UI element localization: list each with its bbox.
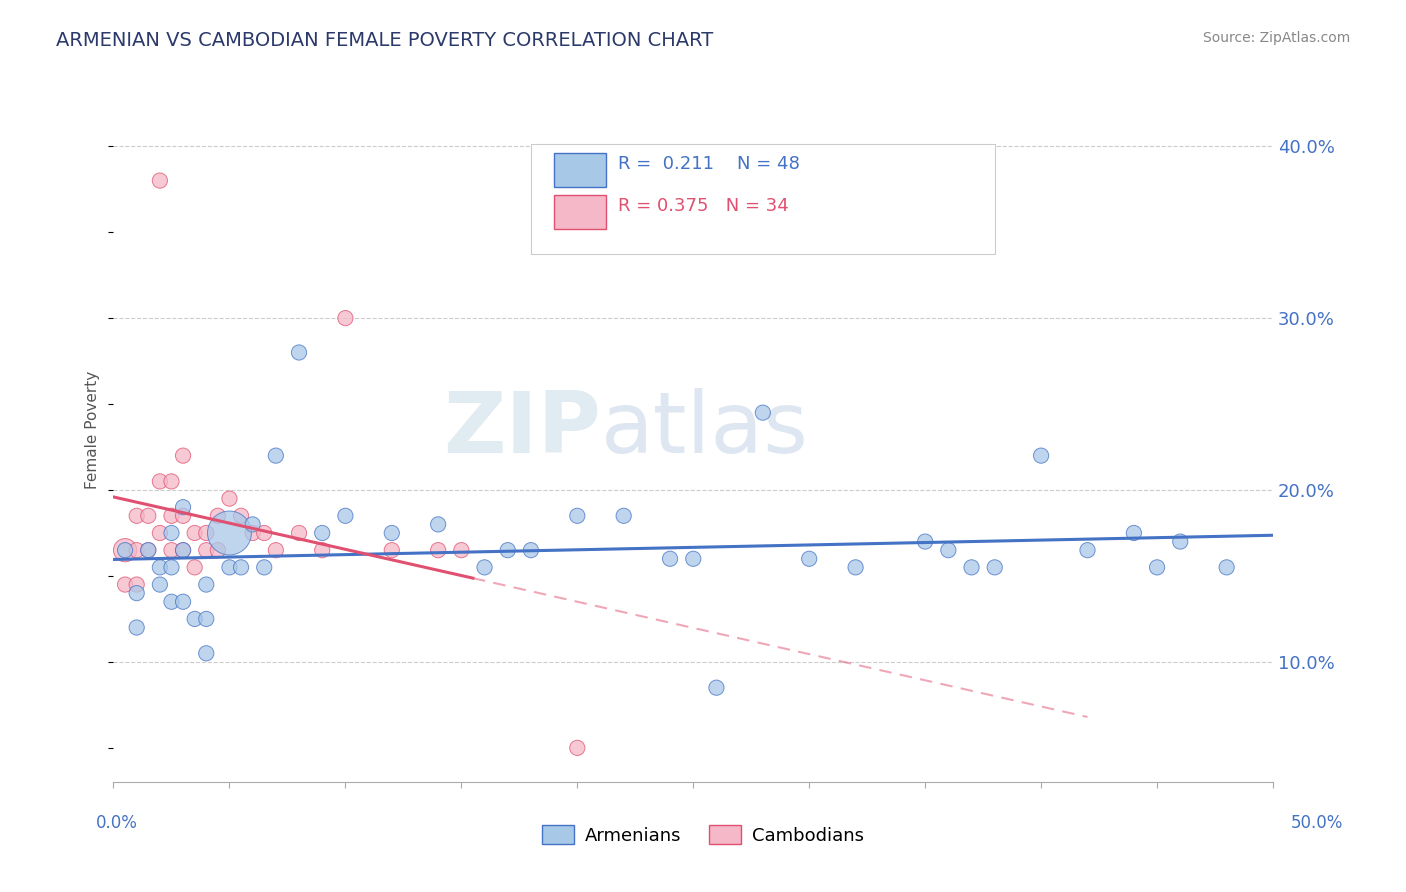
Point [845,560,868,574]
Point [114,543,136,558]
Point [172,543,194,558]
Point [160,543,183,558]
Point [183,560,205,574]
Point [752,406,775,420]
Point [195,612,218,626]
Point [1076,543,1098,558]
FancyBboxPatch shape [554,153,606,186]
Point [218,526,240,541]
Point [567,508,589,523]
Point [160,595,183,609]
Point [195,577,218,591]
Point [207,543,229,558]
Point [160,526,183,541]
Point [229,560,252,574]
Point [172,500,194,515]
Point [520,543,543,558]
Point [253,560,276,574]
Text: 0.0%: 0.0% [96,814,138,831]
Text: ARMENIAN VS CAMBODIAN FEMALE POVERTY CORRELATION CHART: ARMENIAN VS CAMBODIAN FEMALE POVERTY COR… [56,31,713,50]
Point [172,449,194,463]
Point [195,543,218,558]
Point [218,491,240,506]
Y-axis label: Female Poverty: Female Poverty [86,371,100,489]
Point [195,646,218,660]
Point [253,526,276,541]
Point [659,551,682,566]
Point [114,577,136,591]
Point [427,543,450,558]
Point [242,517,264,532]
Point [125,508,148,523]
Point [172,508,194,523]
Point [613,508,636,523]
Point [149,577,172,591]
Point [136,508,159,523]
Point [183,612,205,626]
Text: atlas: atlas [600,388,808,471]
Point [149,475,172,489]
Point [172,543,194,558]
Text: Source: ZipAtlas.com: Source: ZipAtlas.com [1202,31,1350,45]
Point [381,526,404,541]
Point [567,740,589,755]
Point [983,560,1005,574]
Point [183,526,205,541]
Point [160,560,183,574]
Text: R = 0.375   N = 34: R = 0.375 N = 34 [617,197,789,215]
Point [195,526,218,541]
Point [207,508,229,523]
Point [427,517,450,532]
Point [172,595,194,609]
Text: 50.0%: 50.0% [1291,814,1343,831]
Point [311,543,333,558]
Point [1146,560,1168,574]
Point [288,526,311,541]
Point [311,526,333,541]
FancyBboxPatch shape [554,195,606,229]
Point [960,560,983,574]
Point [264,543,287,558]
Point [799,551,821,566]
Point [706,681,728,695]
Point [450,543,472,558]
Point [1029,449,1052,463]
Point [938,543,960,558]
Point [149,173,172,187]
Point [1168,534,1191,549]
Point [229,508,252,523]
Point [125,586,148,600]
Point [496,543,519,558]
Point [335,311,357,326]
Text: ZIP: ZIP [443,388,600,471]
Point [218,560,240,574]
Point [136,543,159,558]
Point [1215,560,1237,574]
Point [474,560,496,574]
Point [114,543,136,558]
Point [264,449,287,463]
Point [682,551,704,566]
Legend: Armenians, Cambodians: Armenians, Cambodians [534,818,872,852]
Point [149,526,172,541]
Point [381,543,404,558]
Point [149,560,172,574]
FancyBboxPatch shape [531,145,994,253]
Point [335,508,357,523]
Point [160,475,183,489]
Point [125,577,148,591]
Point [125,543,148,558]
Point [136,543,159,558]
Point [242,526,264,541]
Point [160,508,183,523]
Point [1122,526,1144,541]
Text: R =  0.211    N = 48: R = 0.211 N = 48 [617,155,800,173]
Point [914,534,936,549]
Point [288,345,311,359]
Point [125,621,148,635]
